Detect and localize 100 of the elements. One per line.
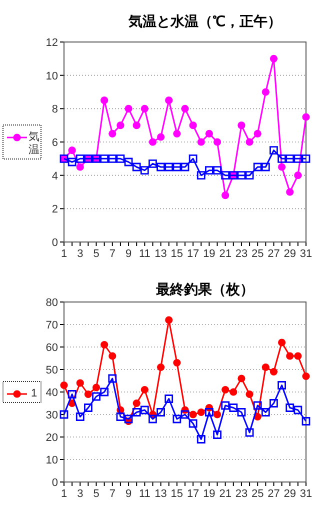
x-tick-label: 19 bbox=[203, 248, 216, 260]
point bbox=[229, 404, 238, 412]
point bbox=[84, 390, 92, 398]
point bbox=[302, 154, 310, 163]
point bbox=[108, 154, 117, 163]
y-tick-label: 10 bbox=[46, 70, 58, 82]
chart-title: 最終釣果（枚） bbox=[155, 281, 254, 297]
x-tick-label: 15 bbox=[170, 248, 184, 260]
point bbox=[108, 374, 117, 383]
point bbox=[156, 408, 165, 416]
y-tick-label: 80 bbox=[46, 297, 58, 309]
y-tick-label: 30 bbox=[46, 410, 58, 422]
x-tick-label: 1 bbox=[60, 248, 68, 260]
point bbox=[132, 399, 140, 408]
point bbox=[68, 158, 76, 166]
point bbox=[245, 171, 254, 180]
y-tick-label: 70 bbox=[46, 320, 58, 332]
x-tick-label: 25 bbox=[251, 488, 264, 500]
x-tick-label: 5 bbox=[93, 248, 100, 260]
point bbox=[148, 138, 157, 146]
point bbox=[76, 163, 84, 171]
point bbox=[286, 352, 294, 360]
point bbox=[180, 410, 190, 419]
point bbox=[165, 96, 173, 104]
point bbox=[205, 166, 214, 175]
point bbox=[294, 172, 302, 180]
point bbox=[237, 408, 246, 416]
point bbox=[238, 374, 246, 382]
point bbox=[278, 381, 286, 390]
point bbox=[164, 394, 174, 403]
point bbox=[76, 379, 84, 387]
y-tick-label: 12 bbox=[46, 37, 58, 49]
point bbox=[92, 384, 100, 392]
point bbox=[205, 408, 214, 416]
x-tick-label: 9 bbox=[125, 488, 132, 500]
point bbox=[196, 435, 206, 444]
point bbox=[278, 338, 286, 346]
point bbox=[286, 154, 294, 163]
point bbox=[230, 388, 238, 396]
point bbox=[116, 122, 124, 130]
point bbox=[180, 162, 190, 172]
point bbox=[221, 401, 230, 410]
point bbox=[84, 404, 92, 412]
point bbox=[246, 138, 254, 146]
y-tick-label: 4 bbox=[52, 170, 58, 182]
point bbox=[253, 162, 262, 172]
point bbox=[270, 399, 278, 408]
x-tick-label: 31 bbox=[300, 248, 312, 260]
x-tick-label: 13 bbox=[154, 488, 167, 500]
x-tick-label: 15 bbox=[170, 488, 184, 500]
point bbox=[165, 316, 173, 324]
point bbox=[262, 363, 270, 372]
x-tick-label: 5 bbox=[93, 488, 100, 500]
point bbox=[108, 352, 116, 360]
point bbox=[294, 154, 302, 163]
point bbox=[238, 122, 246, 130]
x-tick-label: 11 bbox=[138, 488, 150, 500]
y-tick-label: 0 bbox=[52, 477, 58, 489]
y-tick-label: 0 bbox=[52, 237, 58, 249]
legend-label: 1 bbox=[30, 388, 38, 400]
point bbox=[140, 104, 148, 112]
point bbox=[100, 388, 109, 396]
point bbox=[124, 414, 133, 424]
point bbox=[140, 166, 149, 175]
point bbox=[237, 171, 246, 180]
y-tick-label: 8 bbox=[52, 104, 58, 116]
point bbox=[261, 162, 270, 172]
point bbox=[172, 414, 182, 424]
point bbox=[205, 130, 213, 138]
x-tick-label: 7 bbox=[109, 248, 116, 260]
point bbox=[188, 419, 198, 428]
x-tick-label: 23 bbox=[235, 488, 248, 500]
x-tick-label: 3 bbox=[77, 248, 84, 260]
point bbox=[100, 96, 108, 104]
point bbox=[181, 104, 189, 112]
point bbox=[140, 406, 149, 414]
point bbox=[278, 154, 286, 163]
point bbox=[116, 154, 125, 163]
chart-title: 気温と水温（℃，正午） bbox=[128, 13, 282, 29]
point bbox=[148, 159, 157, 168]
x-tick-label: 27 bbox=[268, 248, 280, 260]
x-tick-label: 1 bbox=[60, 488, 68, 500]
point bbox=[60, 410, 68, 419]
y-tick-label: 10 bbox=[46, 454, 58, 466]
point bbox=[132, 162, 141, 172]
x-tick-label: 13 bbox=[154, 248, 167, 260]
x-tick-label: 29 bbox=[284, 248, 296, 260]
x-tick-label: 7 bbox=[109, 488, 116, 500]
point bbox=[222, 192, 230, 200]
x-tick-label: 17 bbox=[186, 248, 200, 260]
point bbox=[173, 130, 181, 138]
x-tick-label: 11 bbox=[138, 248, 150, 260]
point bbox=[164, 162, 174, 172]
point bbox=[76, 412, 84, 421]
x-tick-label: 29 bbox=[284, 488, 296, 500]
point bbox=[278, 163, 286, 171]
point bbox=[245, 428, 254, 437]
point bbox=[132, 122, 140, 130]
point bbox=[148, 414, 157, 424]
point bbox=[286, 404, 294, 412]
